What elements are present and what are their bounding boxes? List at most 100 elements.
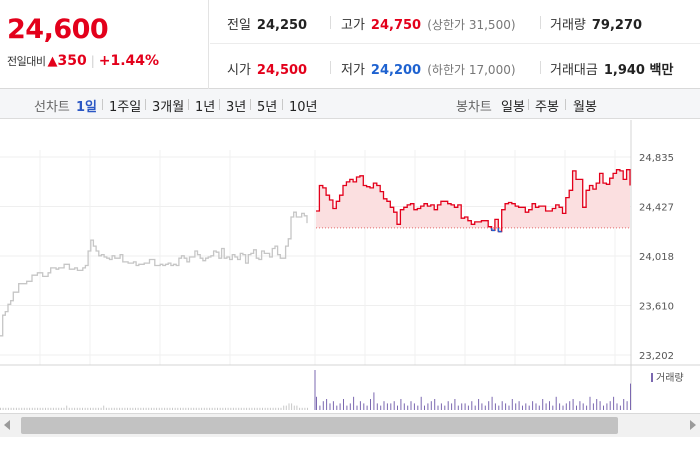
tab-candle-monthly[interactable]: 월봉	[573, 100, 597, 115]
volume-bar	[251, 407, 253, 410]
volume-bar	[589, 396, 591, 410]
volume-bar	[201, 407, 203, 410]
volume-bar	[363, 403, 365, 410]
volume-bar	[71, 407, 73, 410]
tab-line-3y[interactable]: 3년	[226, 100, 247, 115]
previous-day-price-line	[0, 211, 308, 337]
volume-bar	[494, 403, 496, 410]
today-price-area	[316, 169, 630, 232]
tab-line-1y[interactable]: 1년	[195, 100, 216, 115]
volume-bar	[105, 407, 107, 410]
volume-bar	[579, 401, 581, 410]
volume-bar	[100, 407, 102, 410]
volume-bar	[10, 407, 12, 410]
volume-bar	[454, 399, 456, 410]
turnover-value: 1,940 백만	[603, 63, 674, 78]
volume-bar	[380, 405, 382, 410]
stat-open: 시가 24,500	[227, 59, 308, 78]
volume-bar	[39, 407, 41, 410]
today-price-line	[316, 169, 631, 233]
volume-bar	[457, 405, 459, 410]
tab-line-1w[interactable]: 1주일	[109, 100, 142, 115]
volume-bar	[346, 405, 348, 410]
volume-bar	[166, 407, 168, 410]
volume-bar	[592, 403, 594, 410]
volume-label: 거래량	[550, 18, 586, 33]
volume-bar	[535, 403, 537, 410]
volume-bar	[68, 407, 70, 410]
volume-bar	[219, 407, 221, 410]
volume-bar	[277, 407, 279, 410]
volume-bar	[407, 405, 409, 410]
volume-bar	[413, 403, 415, 410]
volume-bar	[7, 407, 9, 410]
change-divider: |	[90, 54, 95, 68]
divider	[188, 99, 189, 110]
prev-close-label: 전일	[227, 18, 251, 33]
volume-bar	[427, 403, 429, 410]
volume-bar	[599, 401, 601, 410]
y-axis-ticks: 24,835 24,427 24,018 23,610 23,202	[639, 153, 674, 362]
volume-bar	[545, 403, 547, 410]
up-arrow-icon: ▲	[47, 54, 58, 69]
tab-line-3m[interactable]: 3개월	[152, 100, 185, 115]
intraday-price-chart: 24,835 24,427 24,018 23,610 23,202 거래량	[0, 120, 700, 410]
volume-value: 79,270	[591, 18, 643, 33]
volume-bar	[232, 407, 234, 410]
volume-bar	[209, 407, 211, 410]
volume-bar	[596, 399, 598, 410]
tab-line-1d[interactable]: 1일	[76, 100, 98, 115]
divider	[330, 61, 331, 74]
volume-bar	[243, 407, 245, 410]
quote-panel: 24,600 전일대비 ▲350 | +1.44% 전일 24,250 고가 24,750…	[0, 0, 700, 89]
volume-bar	[203, 407, 205, 410]
volume-bar	[90, 407, 91, 410]
volume-bar	[127, 407, 128, 410]
volume-bar	[430, 401, 432, 410]
stats-row-2: 시가 24,500 저가 24,200 (하한가 17,000) 거래대금 1,940…	[210, 45, 700, 89]
turnover-label: 거래대금	[550, 63, 598, 78]
tab-line-10y[interactable]: 10년	[289, 100, 318, 115]
volume-bar	[142, 407, 144, 410]
volume-bar	[288, 403, 290, 410]
volume-bar	[532, 401, 534, 410]
chart-scrollbar[interactable]	[0, 413, 700, 437]
volume-bar	[164, 407, 166, 410]
volume-bar	[613, 396, 615, 410]
volume-bar	[332, 401, 334, 410]
volume-bar	[187, 407, 189, 410]
scrollbar-thumb[interactable]	[21, 417, 618, 434]
volume-bar	[586, 405, 588, 410]
volume-bar	[515, 403, 517, 410]
volume-bar	[559, 403, 561, 410]
volume-bar	[316, 396, 317, 410]
open-value: 24,500	[256, 63, 308, 78]
volume-bar	[82, 407, 83, 410]
tab-candle-daily[interactable]: 일봉	[501, 100, 525, 115]
volume-bar	[366, 405, 368, 410]
volume-bar	[0, 407, 1, 410]
volume-bar	[230, 407, 232, 410]
prev-close-value: 24,250	[256, 18, 308, 33]
volume-bar	[206, 407, 208, 410]
tab-candle-weekly[interactable]: 주봉	[535, 100, 559, 115]
volume-bar	[296, 405, 298, 410]
volume-bar	[225, 407, 226, 410]
stat-high: 고가 24,750 (상한가 31,500)	[341, 14, 516, 33]
volume-bar	[235, 407, 237, 410]
volume-bar	[269, 407, 271, 410]
stat-volume: 거래량 79,270	[550, 14, 643, 33]
volume-bar	[464, 403, 466, 410]
volume-bar	[31, 407, 33, 410]
change-row: 전일대비 ▲350 | +1.44%	[7, 53, 159, 69]
volume-bar	[55, 407, 57, 410]
volume-bar	[484, 405, 486, 410]
scroll-right-arrow-icon[interactable]	[690, 420, 696, 430]
scroll-left-arrow-icon[interactable]	[4, 420, 10, 430]
volume-bar	[478, 399, 480, 410]
tab-line-5y[interactable]: 5년	[257, 100, 278, 115]
quote-stats: 전일 24,250 고가 24,750 (상한가 31,500) 거래량 79,270…	[210, 0, 700, 89]
volume-bar	[52, 407, 54, 410]
volume-bar	[304, 407, 306, 410]
volume-bar	[174, 407, 176, 410]
